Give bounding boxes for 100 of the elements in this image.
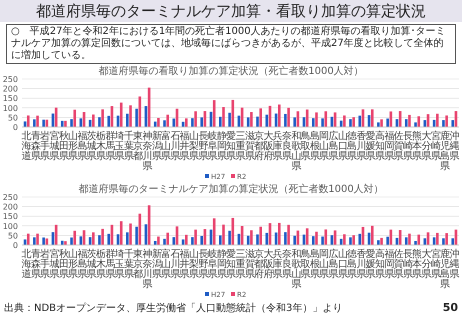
x-tick-label: 鳥取県 <box>300 248 311 280</box>
x-tick-label: 滋賀県 <box>244 130 255 162</box>
x-tick-label: 高知県 <box>374 248 385 280</box>
y-tick-label: 150 <box>2 212 18 222</box>
x-tick-label: 徳島県 <box>347 131 358 162</box>
x-tick-label: 神奈川県 <box>142 130 153 172</box>
x-tick-label: 京都府 <box>254 248 264 280</box>
x-tick-label: 和歌山県 <box>291 248 302 290</box>
bar <box>377 240 380 245</box>
chart-title: 都道府県毎のターミナルケア加算の算定状況（死亡者数1000人対） <box>78 183 384 195</box>
x-tick-label: 沖縄県 <box>448 130 460 162</box>
bar <box>240 226 244 245</box>
bar <box>70 119 73 127</box>
x-tick-label: 香川県 <box>356 130 366 162</box>
x-tick-label: 北海道 <box>22 248 32 280</box>
bar <box>398 230 402 245</box>
x-tick-label: 福井県 <box>180 130 190 162</box>
x-tick-label: 三重県 <box>236 131 246 162</box>
bar <box>204 229 206 245</box>
bar <box>148 88 150 127</box>
x-tick-label: 三重県 <box>236 249 246 280</box>
bar <box>324 111 328 127</box>
x-tick-label: 宮城県 <box>48 248 60 280</box>
bar <box>238 234 240 245</box>
bar <box>24 121 26 127</box>
bar <box>42 238 45 245</box>
x-tick-label: 山口県 <box>338 248 348 280</box>
x-tick-label: 熊本県 <box>412 130 422 162</box>
y-tick-label: 250 <box>2 193 18 202</box>
x-tick-label: 福島県 <box>77 130 88 162</box>
bar <box>287 224 290 245</box>
bar <box>268 106 272 127</box>
bar <box>362 109 364 127</box>
bar <box>296 111 300 127</box>
x-tick-label: 栃木県 <box>96 248 106 280</box>
bar <box>358 234 362 245</box>
bar <box>259 108 262 127</box>
bar <box>194 230 197 245</box>
x-tick-label: 岩手県 <box>40 130 50 162</box>
bar <box>352 235 355 245</box>
bar <box>116 116 120 127</box>
x-tick-label: 茨城県 <box>86 130 97 162</box>
bar <box>265 232 268 245</box>
text: ○ 平成27年と令和2年における1年間の死亡者1000人あたりの都道府県毎の看取り加算･ターミナルケア加算の算定回数については、地域毎にばらつきがあるが、平成27年度と比較して全体的に増加している。 <box>6 24 456 64</box>
y-tick-label: 100 <box>2 104 18 113</box>
x-tick-label: 大分県 <box>421 130 432 162</box>
bar <box>98 117 101 127</box>
bar <box>268 223 272 245</box>
bar <box>232 100 234 127</box>
bar <box>82 230 86 245</box>
x-tick-label: 岩手県 <box>40 248 50 280</box>
bar <box>194 111 197 127</box>
bar <box>163 238 166 245</box>
bar <box>46 120 48 127</box>
x-tick-label: 愛知県 <box>226 248 236 280</box>
x-tick-label: 山口県 <box>338 130 348 162</box>
x-tick-label: 福井県 <box>180 248 190 280</box>
bar <box>390 230 392 245</box>
source-note: 出典：NDBオープンデータ、厚生労働省「人口動態統計（令和3年）」より <box>4 302 342 314</box>
x-tick-label: 岡山県 <box>319 249 330 280</box>
x-tick-label: 徳島県 <box>347 249 358 280</box>
x-tick-label: 佐賀県 <box>394 131 404 162</box>
bar <box>144 224 148 245</box>
bar <box>312 118 315 127</box>
x-tick-label: 島根県 <box>310 130 320 162</box>
bar <box>70 238 73 245</box>
x-tick-label: 富山県 <box>161 130 172 162</box>
bar <box>368 115 370 127</box>
bar <box>36 234 39 245</box>
bar <box>82 112 86 127</box>
bar <box>306 228 308 245</box>
bar <box>126 114 129 127</box>
bar <box>176 108 178 127</box>
y-tick-label: 200 <box>2 202 18 212</box>
x-tick-label: 神奈川県 <box>142 248 153 290</box>
bar <box>92 114 95 127</box>
x-tick-label: 栃木県 <box>96 130 106 162</box>
bar <box>426 232 430 245</box>
x-tick-label: 大阪府 <box>263 248 274 280</box>
x-tick-label: 秋田県 <box>58 248 69 280</box>
bar <box>417 234 420 245</box>
bar <box>246 117 250 127</box>
text: 50 <box>442 301 458 314</box>
bar <box>398 111 402 127</box>
bar <box>330 116 334 127</box>
bar <box>98 235 101 245</box>
bar <box>52 114 54 127</box>
x-tick-label: 岡山県 <box>319 131 330 162</box>
x-tick-label: 愛知県 <box>226 130 236 162</box>
bar <box>144 106 148 127</box>
x-tick-label: 広島県 <box>328 248 338 280</box>
x-tick-label: 高知県 <box>374 130 385 162</box>
x-tick-label: 佐賀県 <box>394 249 404 280</box>
bar <box>126 232 129 245</box>
bar <box>396 238 398 245</box>
bar <box>306 110 308 127</box>
x-tick-label: 山梨県 <box>189 130 200 162</box>
bar <box>312 236 315 245</box>
x-tick-label: 新潟県 <box>152 248 162 280</box>
x-tick-label: 鹿児島県 <box>440 130 450 172</box>
